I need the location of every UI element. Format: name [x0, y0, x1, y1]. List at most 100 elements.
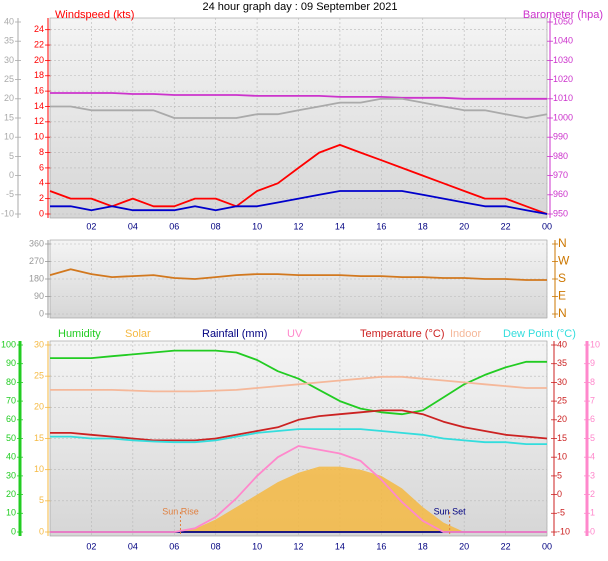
y2-tick-label: 1030 — [553, 55, 573, 65]
y2-tick-label: -10 — [557, 526, 570, 536]
y2-tick-label: 35 — [557, 358, 567, 368]
y-tick-label: 22 — [34, 39, 44, 49]
x-tick-label: 04 — [128, 221, 138, 231]
annotation: Sun Set — [434, 506, 467, 516]
y-tick-label: 0 — [39, 308, 44, 318]
chart-title: 24 hour graph day : 09 September 2021 — [202, 1, 397, 13]
y-tick-label: 12 — [34, 116, 44, 126]
y3-tick-label: 40 — [6, 452, 16, 462]
y2-tick-label: 10 — [557, 452, 567, 462]
series-line — [49, 268, 547, 281]
y3-tick-label: -5 — [6, 189, 14, 199]
series-area — [50, 466, 547, 532]
y-tick-label: 0 — [39, 526, 44, 536]
legend-entry: Barometer (hpa) — [523, 9, 603, 21]
x-tick-label: 16 — [376, 221, 386, 231]
y-tick-label: 360 — [29, 238, 44, 248]
x-tick-label: 08 — [211, 221, 221, 231]
y2-tick-label: 30 — [557, 377, 567, 387]
y-tick-label: 8 — [39, 147, 44, 157]
series-line — [50, 97, 548, 119]
y2-tick-label: 25 — [557, 395, 567, 405]
y3-tick-label: 70 — [6, 395, 16, 405]
y2-tick-label: 950 — [553, 208, 568, 218]
legend-entry: Temperature (°C) — [360, 328, 444, 340]
x-tick-label: 06 — [169, 221, 179, 231]
y-tick-label: 90 — [34, 291, 44, 301]
y2-tick-label: 1020 — [553, 74, 573, 84]
y3-tick-label: 30 — [4, 55, 14, 65]
y-tick-label: 24 — [34, 24, 44, 34]
y2-tick-label: 15 — [557, 433, 567, 443]
y2-tick-label: 990 — [553, 132, 568, 142]
series-line — [50, 349, 547, 416]
series-line — [50, 92, 547, 100]
x-tick-label: 04 — [128, 541, 138, 551]
x-tick-label: 10 — [252, 541, 262, 551]
y4-tick-label: 6 — [590, 414, 595, 424]
x-tick-label: 06 — [169, 541, 179, 551]
y2-tick-label: 1010 — [553, 93, 573, 103]
y-tick-label: 6 — [39, 162, 44, 172]
y3-tick-label: 35 — [4, 36, 14, 46]
series-line — [50, 409, 548, 442]
y2-tick-label: S — [558, 271, 566, 285]
y4-tick-label: 1 — [590, 508, 595, 518]
y3-tick-label: 0 — [11, 526, 16, 536]
y2-tick-label: 40 — [557, 339, 567, 349]
y3-tick-label: -10 — [1, 208, 14, 218]
x-tick-label: 12 — [293, 221, 303, 231]
x-tick-label: 08 — [211, 541, 221, 551]
y3-tick-label: 50 — [6, 433, 16, 443]
y2-tick-label: 5 — [557, 470, 562, 480]
series-line — [50, 375, 547, 393]
y4-tick-label: 4 — [590, 452, 595, 462]
y2-tick-label: 960 — [553, 189, 568, 199]
y3-tick-label: 5 — [9, 151, 14, 161]
x-tick-label: 10 — [252, 221, 262, 231]
y4-tick-label: 2 — [590, 489, 595, 499]
y3-tick-label: 25 — [4, 74, 14, 84]
series-line — [50, 428, 547, 445]
x-tick-label: 02 — [86, 221, 96, 231]
y2-tick-label: 970 — [553, 170, 568, 180]
y2-tick-label: N — [558, 236, 567, 250]
x-tick-label: 12 — [293, 541, 303, 551]
x-tick-label: 14 — [335, 221, 345, 231]
legend-entry: Indoor — [450, 328, 482, 340]
legend-entry: UV — [287, 328, 303, 340]
series-line — [49, 144, 548, 215]
x-tick-label: 20 — [459, 541, 469, 551]
y2-tick-label: E — [558, 289, 566, 303]
y-tick-label: 25 — [34, 371, 44, 381]
y3-tick-label: 10 — [4, 132, 14, 142]
y-tick-label: 10 — [34, 132, 44, 142]
x-tick-label: 00 — [542, 541, 552, 551]
y2-tick-label: W — [558, 254, 570, 268]
y-tick-label: 270 — [29, 256, 44, 266]
y2-tick-label: 1040 — [553, 36, 573, 46]
legend-entry: Dew Point (°C) — [503, 328, 576, 340]
y4-tick-label: 3 — [590, 470, 595, 480]
y4-tick-label: 5 — [590, 433, 595, 443]
y2-tick-label: -5 — [557, 508, 565, 518]
y3-tick-label: 10 — [6, 508, 16, 518]
y2-tick-label: N — [558, 306, 567, 320]
legend-entry: Windspeed (kts) — [55, 9, 134, 21]
y4-tick-label: 7 — [590, 395, 595, 405]
y2-tick-label: 980 — [553, 151, 568, 161]
x-tick-label: 16 — [376, 541, 386, 551]
y4-tick-label: 10 — [590, 339, 600, 349]
y3-tick-label: 90 — [6, 358, 16, 368]
y-tick-label: 10 — [34, 464, 44, 474]
y-tick-label: 5 — [39, 495, 44, 505]
y3-tick-label: 80 — [6, 377, 16, 387]
x-tick-label: 00 — [542, 221, 552, 231]
series-line — [50, 445, 547, 533]
y-tick-label: 30 — [34, 339, 44, 349]
legend-entry: Humidity — [58, 328, 101, 340]
y3-tick-label: 60 — [6, 414, 16, 424]
legend-entry: Rainfall (mm) — [202, 328, 267, 340]
y-tick-label: 16 — [34, 85, 44, 95]
y2-tick-label: 0 — [557, 489, 562, 499]
